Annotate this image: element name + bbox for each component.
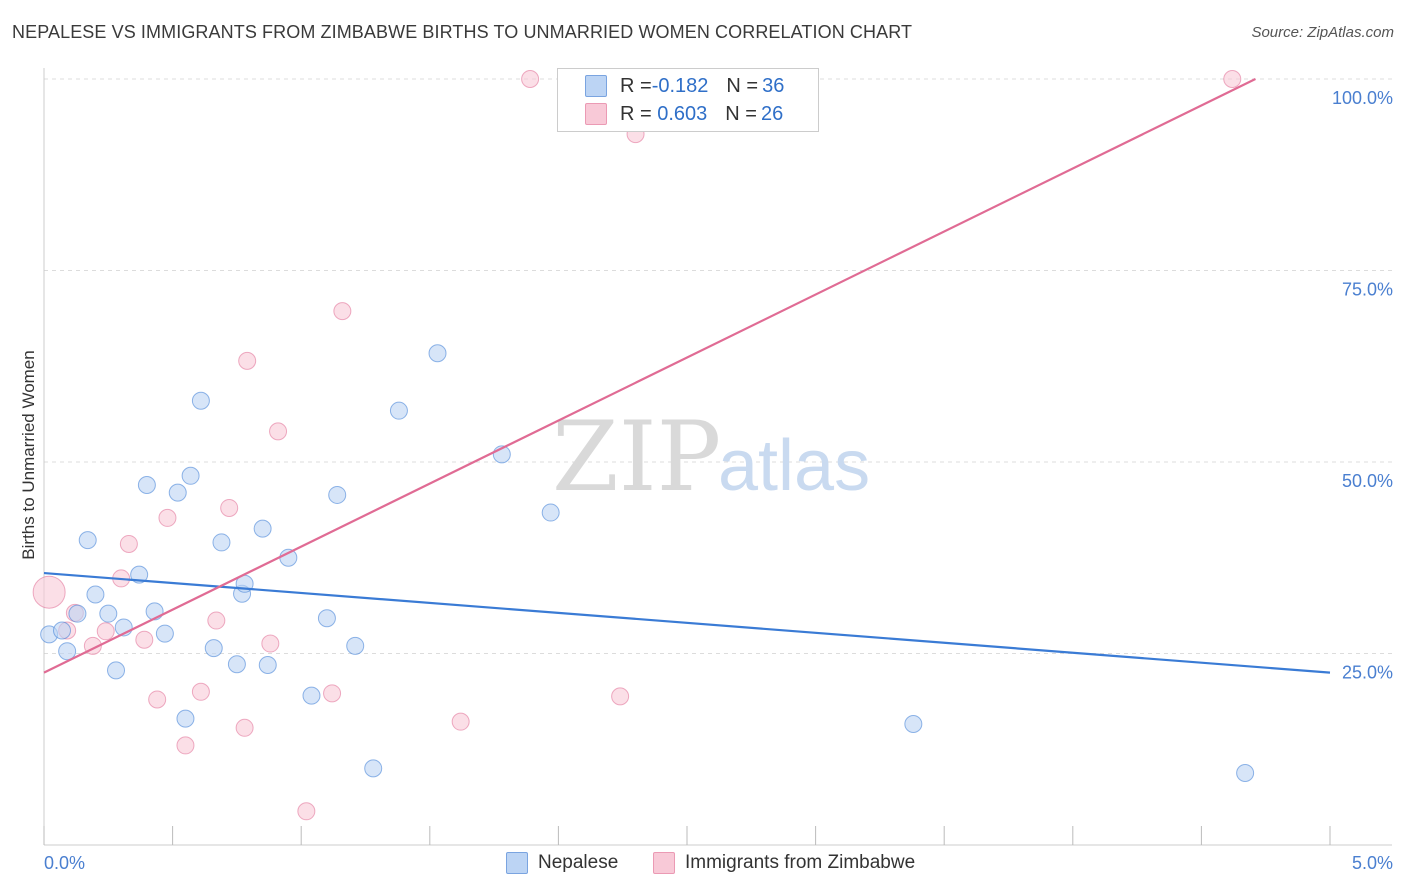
zimbabwe-point [269, 422, 288, 441]
legend-swatch-zimbabwe [653, 852, 675, 874]
zimbabwe-point [333, 302, 352, 321]
zimbabwe-point [148, 690, 167, 709]
nepalese-point [541, 503, 560, 522]
zimbabwe-point [135, 630, 154, 649]
zimbabwe-point [119, 534, 138, 553]
chart-title: NEPALESE VS IMMIGRANTS FROM ZIMBABWE BIR… [12, 22, 913, 42]
zimbabwe-point [235, 718, 254, 737]
legend-swatch-zimbabwe [585, 103, 607, 125]
nepalese-point [53, 621, 72, 640]
x-tick-label: 5.0% [1352, 853, 1393, 873]
nepalese-point [130, 565, 149, 584]
legend-r-value: -0.182 [651, 74, 709, 97]
nepalese-point [328, 485, 347, 504]
nepalese-point [346, 636, 365, 655]
legend-r-label: R = [620, 102, 652, 125]
y-tick-label: 50.0% [1342, 471, 1393, 491]
legend-swatch-nepalese [506, 852, 528, 874]
trend-lines [43, 78, 1331, 674]
nepalese-point [428, 344, 447, 363]
nepalese-trend-line [43, 571, 1331, 674]
zimbabwe-point [96, 622, 115, 641]
legend-n-value: 36 [762, 74, 785, 97]
zimbabwe-point [1223, 70, 1242, 88]
legend-n-value: 26 [760, 102, 784, 125]
zimbabwe-point [207, 611, 226, 630]
zimbabwe-point [323, 684, 342, 703]
grid-lines [44, 78, 1392, 654]
zimbabwe-point [32, 575, 66, 609]
nepalese-point [191, 391, 210, 410]
x-tick-label: 0.0% [44, 853, 85, 873]
zimbabwe-point [176, 736, 195, 755]
legend-row-nepalese: R = -0.182 N = 36 [585, 73, 785, 99]
source-label: Source: ZipAtlas.com [1251, 24, 1394, 41]
legend-r-value: 0.603 [651, 102, 708, 125]
nepalese-point [1236, 763, 1255, 782]
legend-label-nepalese: Nepalese [538, 852, 619, 873]
bottom-legend-nepalese: Nepalese [506, 850, 618, 876]
zimbabwe-point [521, 70, 540, 88]
nepalese-point [99, 604, 118, 623]
nepalese-point [181, 466, 200, 485]
nepalese-point [904, 714, 923, 733]
zimbabwe-point [191, 682, 210, 701]
zimbabwe-point [611, 687, 630, 706]
nepalese-point [253, 519, 272, 538]
bottom-legend-zimbabwe: Immigrants from Zimbabwe [653, 850, 915, 876]
watermark-zip: ZIP [552, 401, 721, 513]
legend-r-label: R = [620, 74, 652, 97]
nepalese-point [176, 709, 195, 728]
nepalese-point [137, 475, 156, 494]
y-axis-label: Births to Unmarried Women [19, 350, 38, 559]
y-tick-labels: 25.0% 50.0% 75.0% 100.0% [1332, 88, 1393, 683]
zimbabwe-point [220, 498, 239, 517]
nepalese-point [258, 655, 277, 674]
zimbabwe-point [261, 634, 280, 653]
zimbabwe-point [451, 712, 470, 731]
nepalese-point [68, 604, 87, 623]
nepalese-point [302, 686, 321, 705]
legend-n-label: N = [725, 102, 757, 125]
legend-label-zimbabwe: Immigrants from Zimbabwe [685, 852, 916, 873]
nepalese-point [155, 624, 174, 643]
x-tick-labels: 0.0% 5.0% [44, 853, 1393, 873]
nepalese-point [86, 585, 105, 604]
legend-row-zimbabwe: R = 0.603 N = 26 [585, 101, 784, 127]
y-tick-label: 25.0% [1342, 663, 1393, 683]
nepalese-point [78, 531, 97, 550]
y-tick-label: 75.0% [1342, 280, 1393, 300]
y-tick-label: 100.0% [1332, 88, 1393, 108]
zimbabwe-point [297, 802, 316, 821]
legend-n-label: N = [726, 74, 759, 97]
nepalese-point [204, 639, 223, 658]
legend-swatch-nepalese [585, 75, 607, 97]
zimbabwe-point [238, 351, 257, 370]
nepalese-point [317, 609, 336, 628]
stats-legend: R = -0.182 N = 36 R = 0.603 N = 26 [557, 68, 819, 132]
axes [43, 68, 1392, 846]
nepalese-point [227, 655, 246, 674]
nepalese-point [58, 642, 77, 661]
nepalese-point [364, 759, 383, 778]
zimbabwe-point [158, 508, 177, 527]
nepalese-point [212, 533, 231, 552]
watermark-atlas: atlas [718, 426, 870, 506]
nepalese-point [389, 401, 408, 420]
nepalese-point [168, 483, 187, 502]
zimbabwe-trend-line [43, 78, 1256, 674]
nepalese-point [107, 661, 126, 680]
